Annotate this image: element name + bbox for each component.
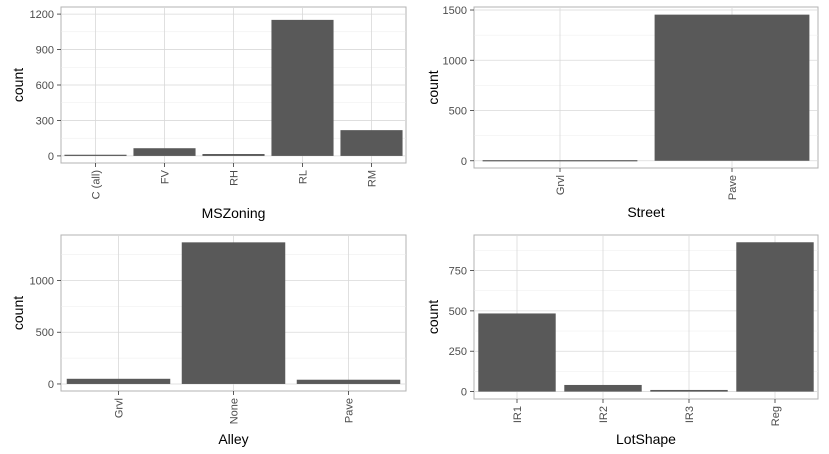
y-tick-label: 900 [36,45,54,57]
chart-panel-1: 0 300 600 900 1200 C (all) FV RH RL RM MSZoning cou… [10,6,407,221]
x-tick-label: Reg [770,406,782,426]
bar-c-all- [64,154,127,156]
chart-panel-4: 0 250 500 750 IR1 IR2 IR3 Reg LotShape count [425,234,819,447]
bar-rh [202,154,265,156]
y-tick-label: 600 [36,80,54,92]
chart-panel-3: 0 500 1000 Grvl None Pave Alley count [10,234,407,447]
x-tick-label: IR3 [684,406,696,423]
x-axis-title: MSZoning [202,205,266,221]
bar-none [181,242,286,384]
x-tick-label: RL [298,170,310,184]
x-axis-title: Street [627,204,664,220]
bar-reg [736,242,814,392]
y-tick-label: 0 [48,379,54,391]
bar-grvl [482,160,638,162]
x-tick-label: Grvl [114,398,126,418]
bar-ir3 [650,389,728,392]
y-tick-label: 500 [36,327,54,339]
y-tick-label: 250 [449,346,467,358]
x-tick-label: RH [229,170,241,186]
y-tick-label: 1500 [443,5,467,17]
y-axis-title: count [425,70,441,104]
y-tick-label: 500 [449,306,467,318]
x-tick-label: C (all) [91,170,103,199]
chart-panel-2: 0 500 1000 1500 Grvl Pave Street count [425,5,819,220]
y-tick-label: 300 [36,115,54,127]
y-tick-label: 0 [461,156,467,168]
x-tick-label: FV [160,169,172,184]
bar-pave [296,379,401,384]
y-tick-label: 1000 [443,55,467,67]
bar-rm [340,130,403,156]
bar-rl [271,19,334,156]
y-tick-label: 500 [449,106,467,118]
x-tick-label: Grvl [555,175,567,195]
x-axis-title: Alley [218,431,248,447]
bar-fv [133,148,196,156]
x-tick-label: None [229,398,241,424]
y-axis-title: count [425,300,441,334]
x-tick-label: RM [367,170,379,187]
x-tick-label: Pave [727,175,739,200]
y-tick-label: 0 [48,151,54,163]
y-tick-label: 0 [461,387,467,399]
y-tick-label: 1200 [30,9,54,21]
x-tick-label: IR2 [598,406,610,423]
x-tick-label: IR1 [512,406,524,423]
bar-pave [654,14,810,161]
x-tick-label: Pave [344,398,356,423]
y-axis-title: count [10,68,26,102]
bar-ir1 [478,313,556,392]
y-tick-label: 1000 [30,276,54,288]
y-tick-label: 750 [449,266,467,278]
bar-grvl [66,378,171,384]
x-axis-title: LotShape [616,431,676,447]
bar-ir2 [564,384,642,392]
y-axis-title: count [10,296,26,330]
